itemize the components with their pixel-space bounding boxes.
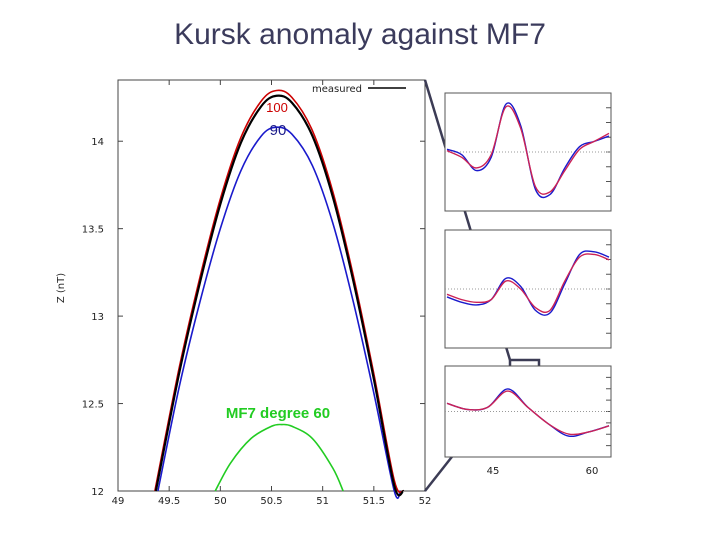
x-tick-label: 51 — [316, 496, 329, 507]
inset-panel-1 — [444, 92, 612, 212]
main-plot-frame — [117, 79, 426, 492]
x-tick-label: 50 — [214, 496, 227, 507]
annotation-degree-100: 100 — [266, 100, 288, 115]
x-tick-label: 51.5 — [363, 496, 385, 507]
inset-panel-2 — [444, 229, 612, 349]
y-tick-label: 12.5 — [82, 400, 104, 411]
inset-line-model — [446, 105, 610, 195]
y-axis-label: Z (nT) — [56, 273, 67, 303]
main-curves — [154, 89, 405, 499]
x-tick-label: 49 — [112, 496, 125, 507]
y-tick-label: 13.5 — [82, 225, 104, 236]
x-tick-label: 52 — [419, 496, 432, 507]
legend-label-measured: measured — [312, 84, 362, 95]
annotation-degree-60: MF7 degree 60 — [226, 405, 330, 422]
y-tick-label: 12 — [91, 487, 104, 498]
series-line-60 — [214, 423, 344, 492]
x-tick-label: 50.5 — [260, 496, 282, 507]
inset-x-tick-60: 60 — [586, 466, 599, 477]
inset-x-tick-45: 45 — [487, 466, 500, 477]
series-line-measured — [154, 94, 405, 497]
main-axis-ticks: 49 49.5 50 50.5 51 51.5 52 12 12.5 13 13.5 14 — [82, 80, 432, 507]
series-line-90 — [157, 126, 402, 499]
inset-line-model — [446, 390, 610, 436]
x-tick-label: 49.5 — [158, 496, 180, 507]
legend: measured — [312, 84, 406, 95]
y-tick-label: 13 — [91, 312, 104, 323]
inset-panel-3 — [444, 365, 612, 458]
inset-panels — [444, 92, 612, 458]
main-chart: 49 49.5 50 50.5 51 51.5 52 12 12.5 13 13.5 14 Z (nT… — [56, 79, 432, 507]
inset-line-model — [446, 253, 610, 313]
slide-title: Kursk anomaly against MF7 — [174, 18, 546, 51]
y-tick-label: 14 — [91, 137, 104, 148]
annotation-degree-90: 90 — [270, 122, 287, 139]
